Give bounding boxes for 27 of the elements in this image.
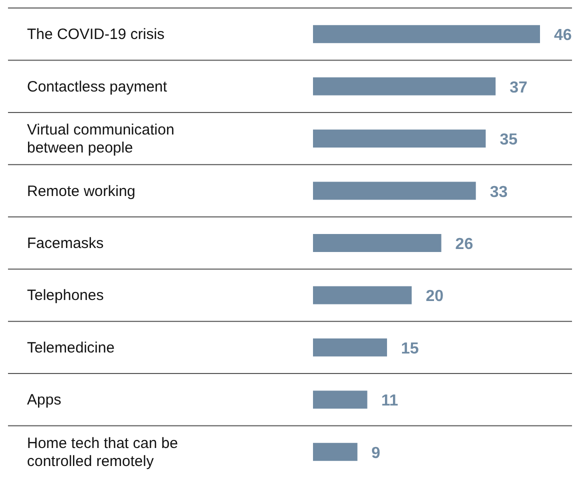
data-label: 26 <box>455 236 474 253</box>
bar <box>313 130 486 148</box>
y-tick-label: The COVID-19 crisis <box>27 26 165 44</box>
data-label: 33 <box>490 184 508 201</box>
bar <box>313 25 540 44</box>
y-tick-label: Apps <box>27 392 62 409</box>
y-tick-label: Contactless payment <box>27 78 168 96</box>
bar <box>313 77 496 96</box>
bar <box>313 390 368 409</box>
data-label: 9 <box>371 444 380 462</box>
y-tick-label: Facemasks <box>27 235 104 252</box>
y-tick-label: Home tech that can be controlled remotely <box>27 434 178 470</box>
data-label: 11 <box>381 392 398 410</box>
bar <box>313 234 442 252</box>
bar <box>313 182 476 200</box>
y-tick-label: Virtual communication between people <box>27 122 174 157</box>
bar <box>313 338 388 356</box>
data-label: 46 <box>554 27 572 44</box>
data-label: 35 <box>500 132 518 149</box>
data-label: 15 <box>401 340 419 358</box>
y-tick-label: Remote working <box>27 182 136 200</box>
y-tick-label: Telemedicine <box>27 339 115 356</box>
bar <box>313 442 358 461</box>
data-label: 37 <box>510 79 528 96</box>
y-tick-label: Telephones <box>27 287 104 304</box>
data-label: 20 <box>426 288 444 306</box>
bar <box>313 286 412 304</box>
